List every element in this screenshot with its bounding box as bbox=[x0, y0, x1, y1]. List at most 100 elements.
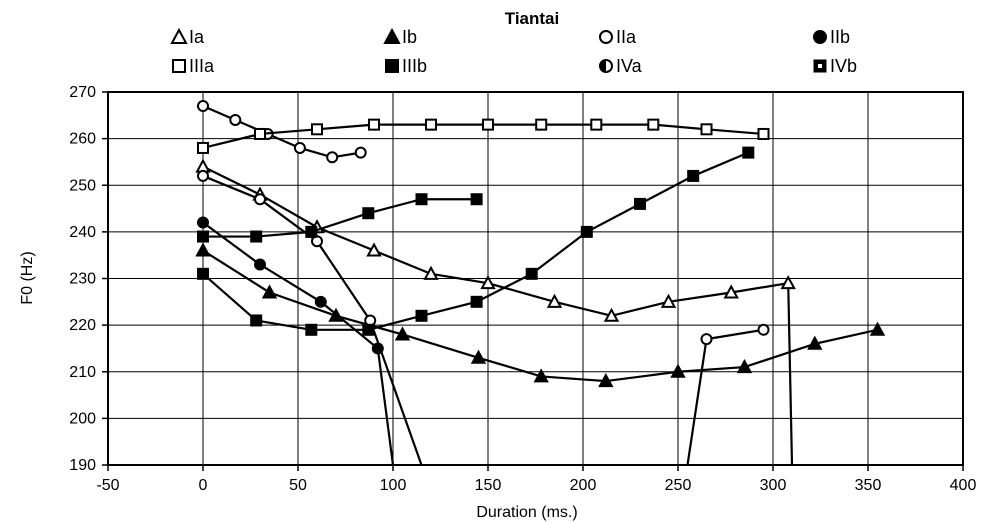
data-point bbox=[598, 372, 614, 388]
data-point bbox=[305, 323, 318, 336]
legend-marker bbox=[383, 27, 401, 44]
legend-marker bbox=[599, 30, 613, 44]
data-point bbox=[261, 284, 278, 299]
series-layer bbox=[195, 99, 886, 465]
data-point bbox=[780, 275, 796, 290]
legend: Ia Ib IIa IIb IIIa IIIb IVa IVb bbox=[170, 27, 857, 76]
series-line bbox=[686, 328, 764, 465]
x-tick-label: 50 bbox=[289, 477, 307, 494]
data-point bbox=[425, 118, 437, 131]
x-tick-label: 200 bbox=[570, 477, 597, 494]
y-tick-label: 270 bbox=[69, 84, 96, 101]
data-point bbox=[197, 169, 209, 182]
data-point bbox=[305, 225, 318, 238]
legend-marker bbox=[813, 59, 827, 73]
y-tick-label: 190 bbox=[69, 457, 96, 474]
data-point bbox=[415, 309, 428, 322]
data-point bbox=[229, 113, 242, 126]
data-point bbox=[311, 123, 323, 136]
data-point bbox=[647, 118, 660, 131]
data-point bbox=[482, 118, 494, 131]
legend-entry: IVa bbox=[616, 56, 643, 76]
legend-marker bbox=[599, 59, 613, 73]
legend-marker bbox=[172, 59, 186, 73]
x-tick-label: 150 bbox=[475, 477, 502, 494]
series-line bbox=[203, 198, 477, 238]
y-tick-label: 210 bbox=[69, 364, 96, 381]
legend-marker bbox=[170, 27, 188, 44]
data-point bbox=[470, 193, 483, 206]
series-Ia bbox=[195, 158, 796, 465]
x-tick-label: 300 bbox=[760, 477, 787, 494]
legend-entry: IIIb bbox=[402, 56, 427, 76]
data-point bbox=[757, 127, 770, 140]
data-point bbox=[757, 323, 770, 336]
data-point bbox=[423, 265, 439, 280]
data-point bbox=[197, 230, 209, 243]
data-point bbox=[250, 314, 263, 327]
data-point bbox=[195, 242, 211, 257]
axis-ticks: -50 0 50 100 150 200 250 300 350 400 190 200 210 220 2… bbox=[69, 84, 976, 494]
data-point bbox=[250, 230, 263, 243]
data-point bbox=[197, 99, 209, 112]
data-point bbox=[723, 284, 739, 299]
data-point bbox=[603, 307, 620, 322]
y-tick-label: 250 bbox=[69, 177, 96, 194]
legend-entry: IVb bbox=[830, 56, 857, 76]
series-Ib bbox=[195, 242, 886, 388]
y-tick-label: 200 bbox=[69, 410, 96, 427]
y-tick-label: 230 bbox=[69, 271, 96, 288]
data-point bbox=[314, 295, 327, 308]
legend-entry: Ia bbox=[189, 27, 205, 47]
data-point bbox=[634, 197, 646, 210]
x-tick-label: 0 bbox=[199, 477, 208, 494]
data-point bbox=[533, 368, 549, 383]
legend-entry: Ib bbox=[402, 27, 417, 47]
x-tick-label: 350 bbox=[855, 477, 882, 494]
series-line bbox=[202, 165, 794, 465]
legend-entry: IIb bbox=[830, 27, 850, 47]
data-point bbox=[326, 151, 339, 164]
data-point bbox=[197, 267, 209, 280]
data-point bbox=[700, 333, 713, 346]
series-line bbox=[202, 249, 878, 383]
data-point bbox=[470, 295, 483, 308]
data-point bbox=[254, 258, 266, 271]
series-IIb bbox=[197, 216, 395, 465]
data-point bbox=[254, 127, 266, 140]
data-point bbox=[362, 207, 375, 220]
series-IIIb bbox=[197, 146, 755, 336]
data-point bbox=[366, 242, 382, 257]
data-point bbox=[525, 267, 538, 280]
data-point bbox=[869, 321, 886, 336]
data-point bbox=[197, 216, 209, 229]
legend-entry: IIa bbox=[616, 27, 637, 47]
x-tick-label: 100 bbox=[380, 477, 407, 494]
data-point bbox=[354, 146, 367, 159]
series-line bbox=[202, 174, 423, 465]
y-tick-label: 260 bbox=[69, 131, 96, 148]
data-point bbox=[371, 342, 384, 355]
legend-entry: IIIa bbox=[189, 56, 215, 76]
data-point bbox=[362, 323, 375, 336]
data-point bbox=[254, 193, 266, 206]
y-tick-label: 220 bbox=[69, 317, 96, 334]
data-point bbox=[660, 293, 677, 308]
data-point bbox=[580, 225, 593, 238]
data-point bbox=[687, 169, 700, 182]
x-tick-label: 400 bbox=[950, 477, 977, 494]
data-point bbox=[368, 118, 380, 131]
y-axis-label: F0 (Hz) bbox=[19, 251, 36, 304]
data-point bbox=[742, 146, 755, 159]
data-point bbox=[197, 141, 209, 154]
data-point bbox=[736, 358, 753, 374]
legend-marker bbox=[813, 30, 827, 44]
legend-marker bbox=[385, 59, 399, 73]
data-point bbox=[590, 118, 603, 131]
data-point bbox=[415, 193, 428, 206]
data-point bbox=[700, 123, 713, 136]
series-IIIa bbox=[197, 118, 770, 154]
chart-title: Tiantai bbox=[505, 9, 559, 28]
data-point bbox=[670, 363, 686, 378]
